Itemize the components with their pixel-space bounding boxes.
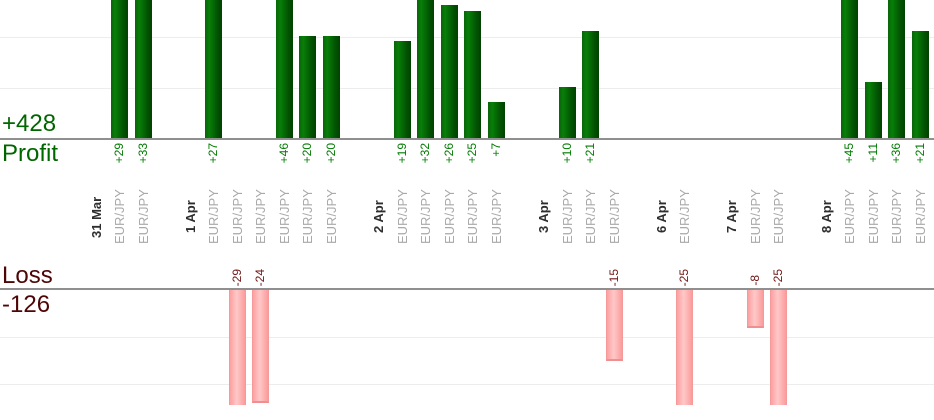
date-label: 8 Apr — [818, 200, 834, 234]
trade-value-label: -25 — [771, 268, 786, 286]
gridline — [0, 337, 934, 338]
gridline — [0, 384, 934, 385]
profit-bar — [911, 30, 929, 138]
trade-value-label: -29 — [229, 268, 244, 286]
symbol-label: EUR/JPY — [488, 189, 504, 245]
trade-value-label: -25 — [677, 268, 692, 286]
loss-plot-area — [0, 290, 934, 405]
symbol-label: EUR/JPY — [606, 189, 622, 245]
trade-value-label: +19 — [394, 143, 409, 164]
symbol-label: EUR/JPY — [206, 189, 222, 245]
trade-value-label: +29 — [112, 143, 127, 164]
profit-bar — [299, 36, 317, 138]
trade-value-label: +33 — [135, 143, 150, 164]
symbol-label: EUR/JPY — [677, 189, 693, 245]
symbol-label: EUR/JPY — [865, 189, 881, 245]
trade-value-label: +20 — [300, 143, 315, 164]
trade-value-label: +36 — [889, 143, 904, 164]
profit-bar — [417, 0, 435, 138]
loss-bar — [770, 290, 788, 405]
loss-bar — [605, 290, 623, 361]
symbol-label: EUR/JPY — [842, 189, 858, 245]
trade-value-label: +7 — [488, 143, 503, 157]
profit-axis-title: Profit — [2, 140, 59, 167]
profit-total-label: +428 — [2, 110, 57, 137]
symbol-label: EUR/JPY — [912, 189, 928, 245]
profit-bar — [841, 0, 859, 138]
loss-axis-title: Loss — [2, 262, 53, 289]
symbol-label: EUR/JPY — [253, 189, 269, 245]
symbol-label: EUR/JPY — [300, 189, 316, 245]
trade-value-label: +46 — [276, 143, 291, 164]
profit-bar — [205, 0, 223, 138]
date-label: 1 Apr — [182, 200, 198, 234]
trade-value-label: -24 — [253, 268, 268, 286]
trade-value-label: -15 — [606, 268, 621, 286]
symbol-label: EUR/JPY — [559, 189, 575, 245]
symbol-label: EUR/JPY — [418, 189, 434, 245]
trade-value-label: -8 — [747, 275, 762, 286]
symbol-label: EUR/JPY — [276, 189, 292, 245]
symbol-label: EUR/JPY — [583, 189, 599, 245]
profit-axis-line — [0, 138, 934, 140]
trade-value-label: +20 — [324, 143, 338, 164]
loss-bar — [676, 290, 694, 405]
profit-bar — [275, 0, 293, 138]
trade-value-label: +26 — [441, 143, 456, 164]
profit-bar — [464, 10, 482, 138]
symbol-label: EUR/JPY — [394, 189, 410, 245]
profit-bar — [487, 102, 505, 138]
symbol-label: EUR/JPY — [324, 189, 339, 245]
symbol-label: EUR/JPY — [747, 189, 763, 245]
profit-plot-area — [0, 0, 934, 138]
loss-bar — [228, 290, 246, 405]
profit-bar — [864, 81, 882, 138]
trade-value-label: +45 — [842, 143, 857, 164]
symbol-label: EUR/JPY — [112, 189, 128, 245]
profit-bar — [323, 36, 340, 138]
loss-bar — [252, 290, 270, 403]
trade-value-label: +27 — [206, 143, 221, 164]
loss-axis-line — [0, 288, 934, 290]
date-label: 6 Apr — [653, 200, 669, 234]
symbol-label: EUR/JPY — [889, 189, 905, 245]
trade-value-label: +32 — [418, 143, 433, 164]
symbol-label: EUR/JPY — [441, 189, 457, 245]
date-label: 31 Mar — [88, 196, 104, 238]
profit-bar — [134, 0, 152, 138]
profit-bar — [111, 0, 129, 138]
date-label: 2 Apr — [371, 200, 387, 234]
symbol-label: EUR/JPY — [771, 189, 787, 245]
trade-value-label: +25 — [465, 143, 480, 164]
symbol-label: EUR/JPY — [135, 189, 151, 245]
date-label: 7 Apr — [724, 200, 740, 234]
profit-bar — [582, 30, 600, 138]
date-label: 3 Apr — [535, 200, 551, 234]
trade-value-label: +11 — [865, 143, 880, 163]
profit-bar — [888, 0, 906, 138]
trade-value-label: +10 — [559, 143, 574, 164]
symbol-label: EUR/JPY — [465, 189, 481, 245]
trade-value-label: +21 — [912, 143, 927, 164]
profit-bar — [558, 87, 576, 138]
loss-bar — [746, 290, 764, 328]
loss-total-label: -126 — [2, 291, 51, 318]
profit-bar — [440, 5, 458, 138]
trade-value-label: +21 — [583, 143, 598, 164]
symbol-label: EUR/JPY — [229, 189, 245, 245]
profit-bar — [393, 41, 411, 138]
